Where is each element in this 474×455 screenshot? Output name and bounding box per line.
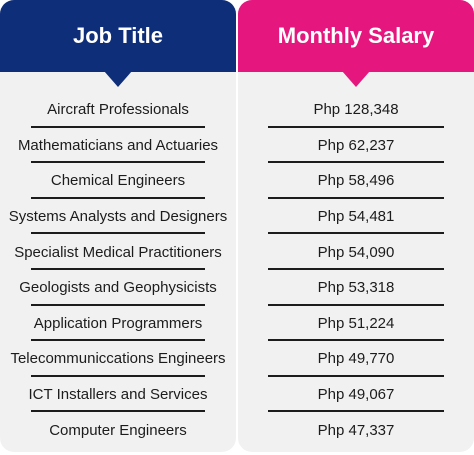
salary-cell: Php 54,090 xyxy=(317,243,395,261)
table-row: Php 58,496 xyxy=(238,163,474,199)
table-row: Specialist Medical Practitioners xyxy=(0,234,236,270)
job-title-cell: Systems Analysts and Designers xyxy=(8,208,228,226)
salary-cell: Php 49,770 xyxy=(317,350,395,368)
table-row: Geologists and Geophysicists xyxy=(0,270,236,306)
row-divider xyxy=(268,267,444,270)
job-title-cell: Specialist Medical Practitioners xyxy=(14,243,222,261)
table-row: Php 49,067 xyxy=(238,377,474,413)
job-title-header: Job Title xyxy=(0,0,236,72)
row-divider xyxy=(268,125,444,128)
salary-cell: Php 51,224 xyxy=(317,314,395,332)
salary-cell: Php 58,496 xyxy=(317,172,395,190)
job-title-cell: ICT Installers and Services xyxy=(28,386,208,404)
table-row: Chemical Engineers xyxy=(0,163,236,199)
table-row: Php 54,481 xyxy=(238,199,474,235)
monthly-salary-header: Monthly Salary xyxy=(238,0,474,72)
job-title-cell: Telecommuniccations Engineers xyxy=(10,350,226,368)
table-row: Computer Engineers xyxy=(0,412,236,448)
job-title-pointer-icon xyxy=(104,71,132,87)
table-row: ICT Installers and Services xyxy=(0,377,236,413)
table-row: Php 128,348 xyxy=(238,92,474,128)
job-title-cell: Geologists and Geophysicists xyxy=(19,279,217,297)
monthly-salary-column: Php 128,348 Php 62,237 Php 58,496 Php 54… xyxy=(238,92,474,448)
row-divider xyxy=(268,232,444,235)
table-row: Systems Analysts and Designers xyxy=(0,199,236,235)
row-divider xyxy=(268,303,444,306)
salary-cell: Php 53,318 xyxy=(317,279,395,297)
salary-cell: Php 54,481 xyxy=(317,208,395,226)
table-row: Aircraft Professionals xyxy=(0,92,236,128)
table-row: Application Programmers xyxy=(0,306,236,342)
job-title-cell: Aircraft Professionals xyxy=(47,101,189,119)
row-divider xyxy=(268,339,444,342)
row-divider xyxy=(268,161,444,164)
table-row: Php 49,770 xyxy=(238,341,474,377)
row-divider xyxy=(31,374,205,377)
salary-cell: Php 49,067 xyxy=(317,386,395,404)
table-row: Mathematicians and Actuaries xyxy=(0,128,236,164)
monthly-salary-pointer-icon xyxy=(342,71,370,87)
job-title-column: Aircraft Professionals Mathematicians an… xyxy=(0,92,236,448)
row-divider xyxy=(31,339,205,342)
row-divider xyxy=(31,232,205,235)
job-title-cell: Chemical Engineers xyxy=(50,172,186,190)
row-divider xyxy=(31,196,205,199)
row-divider xyxy=(268,410,444,413)
row-divider xyxy=(268,374,444,377)
job-title-cell: Mathematicians and Actuaries xyxy=(17,136,219,154)
job-title-cell: Computer Engineers xyxy=(49,421,187,439)
job-title-cell: Application Programmers xyxy=(33,314,203,332)
table-row: Php 54,090 xyxy=(238,234,474,270)
row-divider xyxy=(31,267,205,270)
salary-cell: Php 47,337 xyxy=(317,421,395,439)
salary-cell: Php 128,348 xyxy=(313,101,399,119)
salary-cell: Php 62,237 xyxy=(317,136,395,154)
table-row: Php 62,237 xyxy=(238,128,474,164)
row-divider xyxy=(31,161,205,164)
table-row: Php 51,224 xyxy=(238,306,474,342)
table-row: Php 47,337 xyxy=(238,412,474,448)
table-row: Telecommuniccations Engineers xyxy=(0,341,236,377)
row-divider xyxy=(31,125,205,128)
row-divider xyxy=(31,410,205,413)
row-divider xyxy=(268,196,444,199)
row-divider xyxy=(31,303,205,306)
table-row: Php 53,318 xyxy=(238,270,474,306)
